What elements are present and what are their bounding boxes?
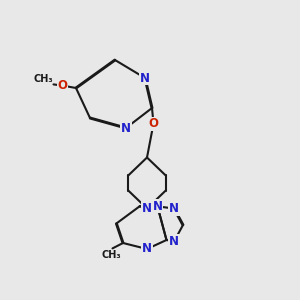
Text: CH₃: CH₃ — [33, 74, 53, 84]
Text: N: N — [169, 235, 179, 248]
Text: CH₃: CH₃ — [101, 250, 121, 260]
Text: N: N — [152, 200, 163, 213]
Text: N: N — [140, 71, 150, 85]
Text: N: N — [169, 202, 179, 215]
Text: O: O — [148, 117, 158, 130]
Text: N: N — [121, 122, 131, 134]
Text: O: O — [58, 79, 68, 92]
Text: N: N — [142, 242, 152, 256]
Text: N: N — [142, 202, 152, 215]
